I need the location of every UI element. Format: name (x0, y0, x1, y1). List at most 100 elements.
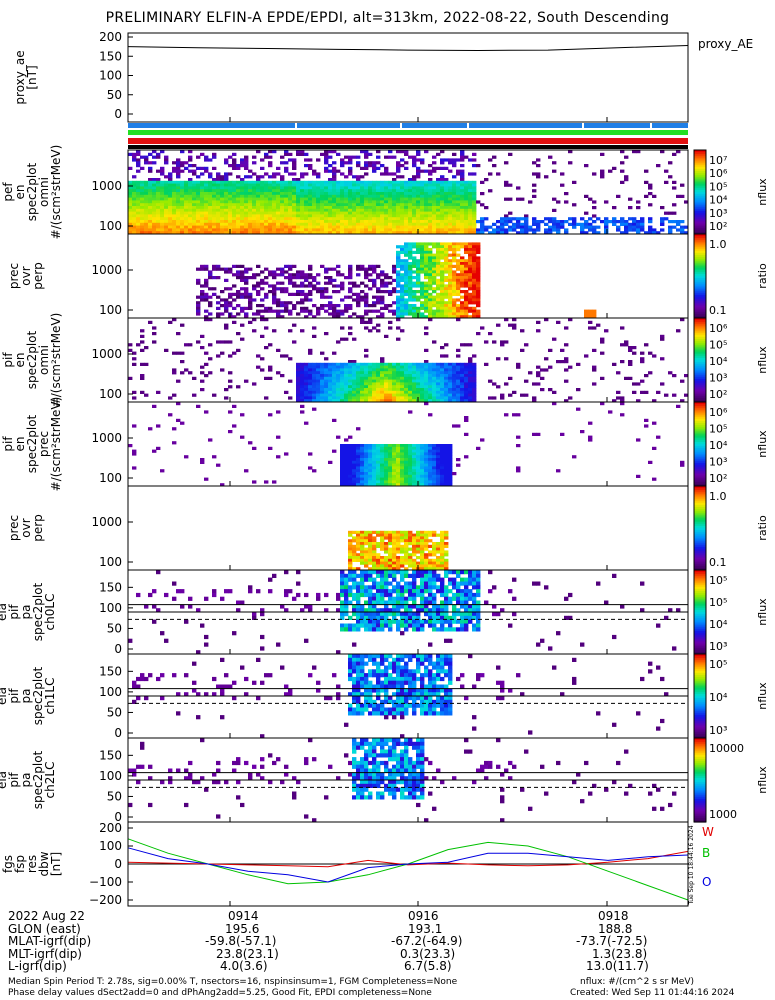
status-bar-gap (295, 123, 297, 128)
spectro-cell (164, 217, 169, 221)
spectro-cell (408, 211, 413, 215)
spectro-cell (192, 225, 197, 229)
spectro-cell (460, 203, 465, 207)
spectro-cell (344, 385, 349, 389)
colorbar-cell (694, 286, 706, 290)
spectro-cell (416, 264, 421, 268)
spectro-cell (316, 376, 321, 380)
spectro-cell (468, 206, 473, 210)
spectro-cell (360, 368, 365, 372)
spectro-cell (176, 166, 181, 170)
spectro-cell (300, 206, 305, 210)
spectro-cell (372, 309, 377, 313)
spectro-cell (156, 446, 161, 450)
spectro-cell (400, 444, 405, 448)
spectro-cell (196, 304, 201, 308)
spectro-cell (368, 561, 373, 565)
spectro-cell (424, 264, 429, 268)
spectro-cell (368, 483, 373, 487)
spectro-cell (324, 222, 329, 226)
spectro-cell (584, 231, 589, 235)
spectro-cell (552, 161, 557, 165)
spectro-cell (352, 197, 357, 201)
spectro-cell (140, 390, 145, 394)
spectro-cell (456, 273, 461, 277)
spectro-cell (592, 312, 597, 316)
spectro-cell (192, 172, 197, 176)
spectro-cell (428, 362, 433, 366)
spectro-cell (424, 253, 429, 257)
spectro-cell (292, 222, 297, 226)
spectro-cell (564, 399, 569, 403)
spectro-cell (348, 172, 353, 176)
spectro-cell (568, 161, 573, 165)
spectro-cell (316, 200, 321, 204)
spectro-cell (252, 206, 257, 210)
spectro-cell (308, 351, 313, 355)
spectro-cell (264, 180, 269, 184)
spectro-cell (408, 306, 413, 310)
spectro-cell (188, 186, 193, 190)
colorbar-cell (694, 156, 706, 159)
spectro-cell (420, 245, 425, 249)
spectro-cell (368, 556, 373, 560)
spectro-cell (296, 270, 301, 274)
spectro-cell (184, 225, 189, 229)
spectro-cell (132, 452, 137, 456)
spectro-cell (296, 225, 301, 229)
spectro-cell (236, 189, 241, 193)
spectro-cell (400, 315, 405, 319)
spectro-cell (460, 178, 465, 182)
spectro-cell (572, 217, 577, 221)
spectro-cell (276, 217, 281, 221)
spectro-cell (464, 186, 469, 190)
spectro-cell (368, 449, 373, 453)
spectro-cell (192, 208, 197, 212)
spectro-cell (456, 228, 461, 232)
spectro-cell (436, 382, 441, 386)
spectro-cell (300, 183, 305, 187)
colorbar-cell (694, 288, 706, 292)
spectro-cell (236, 312, 241, 316)
spectro-cell (516, 186, 521, 190)
spectro-cell (352, 463, 357, 467)
spectro-cell (376, 225, 381, 229)
spectro-cell (240, 337, 245, 341)
spectro-cell (196, 192, 201, 196)
spectro-cell (328, 399, 333, 403)
spectro-cell (308, 206, 313, 210)
spectro-cell (212, 203, 217, 207)
spectro-cell (536, 382, 541, 386)
spectro-cell (452, 189, 457, 193)
spectro-cell (464, 295, 469, 299)
spectro-cell (340, 211, 345, 215)
spectro-cell (272, 292, 277, 296)
spectro-cell (424, 472, 429, 476)
spectro-cell (192, 183, 197, 187)
spectro-cell (212, 217, 217, 221)
spectro-cell (476, 262, 481, 266)
spectro-cell (416, 267, 421, 271)
spectro-cell (468, 222, 473, 226)
colorbar-cell (694, 408, 706, 411)
spectro-cell (444, 197, 449, 201)
spectro-cell (168, 396, 173, 400)
spectro-cell (472, 267, 477, 271)
spectro-cell (244, 217, 249, 221)
spectro-cell (212, 287, 217, 291)
colorbar-cell (694, 395, 706, 399)
spectro-cell (456, 192, 461, 196)
spectro-cell (408, 304, 413, 308)
spectro-cell (660, 150, 665, 154)
spectro-cell (272, 206, 277, 210)
spectro-cell (444, 180, 449, 184)
spectro-cell (404, 480, 409, 484)
spectro-cell (376, 368, 381, 372)
spectro-cell (420, 292, 425, 296)
spectro-cell (140, 225, 145, 229)
spectro-cell (404, 309, 409, 313)
spectro-cell (352, 284, 357, 288)
spectro-cell (224, 278, 229, 282)
spectro-cell (384, 396, 389, 400)
spectro-cell (448, 385, 453, 389)
